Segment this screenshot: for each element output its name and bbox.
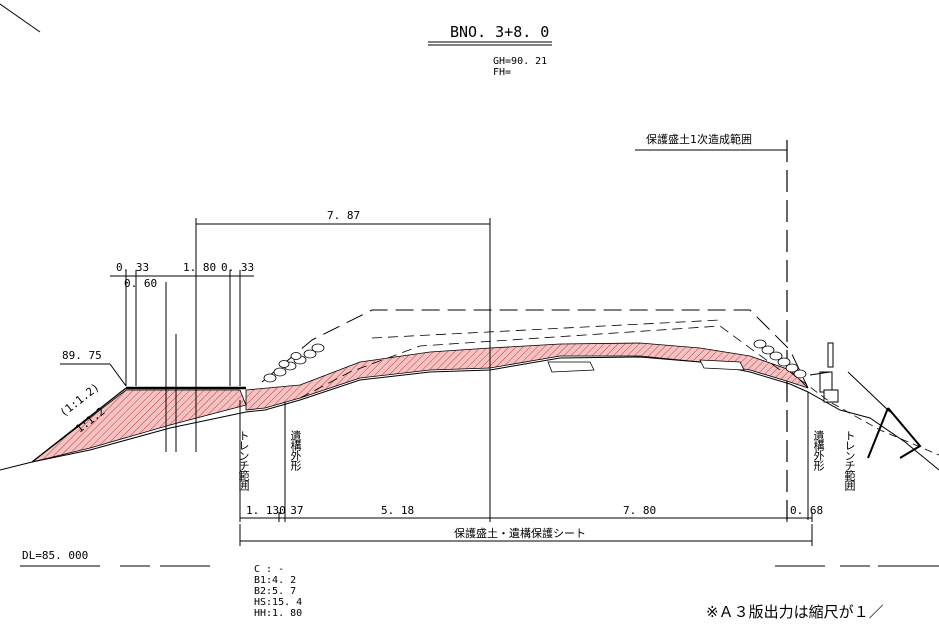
range-label: 保護盛土1次造成範囲 bbox=[646, 133, 752, 146]
elevation-left: 89. 75 bbox=[62, 349, 102, 362]
dim-b4: 7. 80 bbox=[623, 504, 657, 517]
ground-line bbox=[0, 356, 939, 471]
feature-block-1 bbox=[547, 361, 595, 373]
right-slope-dashed bbox=[789, 371, 939, 456]
sandbags-left bbox=[263, 343, 325, 383]
right-structure bbox=[809, 342, 839, 403]
feature-label-right: 遺構外形 bbox=[812, 430, 825, 470]
dim-060: 0. 60 bbox=[124, 277, 158, 290]
sheet-caption: 保護盛土・遺構保護シート bbox=[454, 527, 586, 540]
protection-fill-left bbox=[31, 389, 247, 463]
planned-inner-dashed bbox=[299, 325, 781, 399]
param-b2: B2:5. 7 bbox=[254, 586, 297, 597]
formation-height: FH= bbox=[493, 67, 512, 78]
dim-033-a: 0. 33 bbox=[116, 261, 150, 274]
dim-b1: 1. 130 bbox=[246, 504, 286, 517]
dim-033-b: 0. 33 bbox=[221, 261, 255, 274]
param-c: C : - bbox=[254, 564, 285, 575]
feature-label-left: 遺構外形 bbox=[289, 430, 302, 470]
dim-b2: . 37 bbox=[277, 504, 304, 517]
planned-section-dashed bbox=[261, 309, 809, 389]
print-note: ※Ａ３版出力は縮尺が１／ bbox=[706, 603, 884, 621]
sandbags-right bbox=[753, 339, 807, 379]
right-guide-line bbox=[847, 371, 891, 413]
dim-787: 7. 87 bbox=[327, 209, 361, 222]
dim-b3: 5. 18 bbox=[381, 504, 415, 517]
param-hh: HH:1. 80 bbox=[254, 608, 303, 619]
ground-height: GH=90. 21 bbox=[493, 56, 548, 67]
corner-line bbox=[0, 3, 41, 33]
elev-leader-diag bbox=[109, 363, 127, 387]
trench-label-right: トレンチ範囲 bbox=[843, 430, 856, 490]
embankment-slope bbox=[31, 387, 127, 463]
dim-b5: 0. 68 bbox=[790, 504, 824, 517]
trench-label-left: トレンチ範囲 bbox=[237, 430, 250, 490]
planned-top-dashed bbox=[371, 319, 721, 339]
dim-180: 1. 80 bbox=[183, 261, 217, 274]
param-hs: HS:15. 4 bbox=[254, 597, 303, 608]
station-title: BNO. 3+8. 0 bbox=[450, 23, 550, 41]
datum-label: DL=85. 000 bbox=[22, 549, 89, 562]
protection-fill-main bbox=[245, 342, 809, 411]
feature-block-2 bbox=[699, 359, 745, 371]
param-b1: B1:4. 2 bbox=[254, 575, 297, 586]
right-retaining-wall bbox=[867, 407, 922, 459]
